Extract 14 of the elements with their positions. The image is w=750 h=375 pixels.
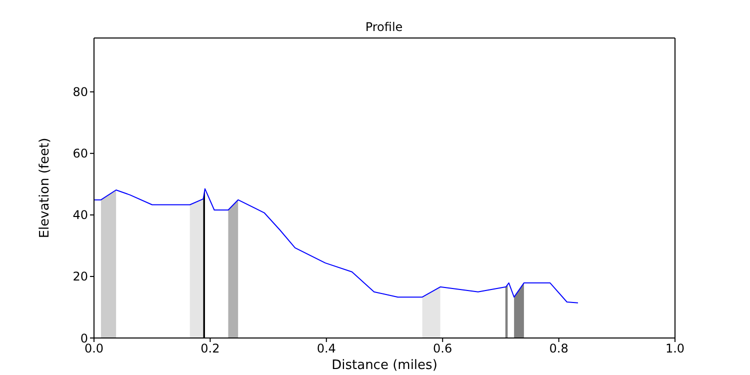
x-tick-label: 0.6 xyxy=(433,342,452,356)
x-tick-label: 0.8 xyxy=(549,342,568,356)
x-tick-label: 0.2 xyxy=(200,342,220,356)
x-tick-label: 0.4 xyxy=(316,342,336,356)
y-tick-label: 60 xyxy=(72,146,88,161)
line-series xyxy=(94,188,578,304)
y-tick-label: 80 xyxy=(72,85,88,100)
chart-title: Profile xyxy=(364,20,404,34)
y-axis-title: Elevation (feet) xyxy=(38,138,53,238)
x-tick-label: 1.0 xyxy=(665,342,685,356)
x-tick-label: 0.0 xyxy=(84,342,104,356)
y-tick-label: 20 xyxy=(72,270,88,284)
x-axis-title: Distance (miles) xyxy=(332,358,438,373)
y-tick-label: 40 xyxy=(72,208,88,222)
